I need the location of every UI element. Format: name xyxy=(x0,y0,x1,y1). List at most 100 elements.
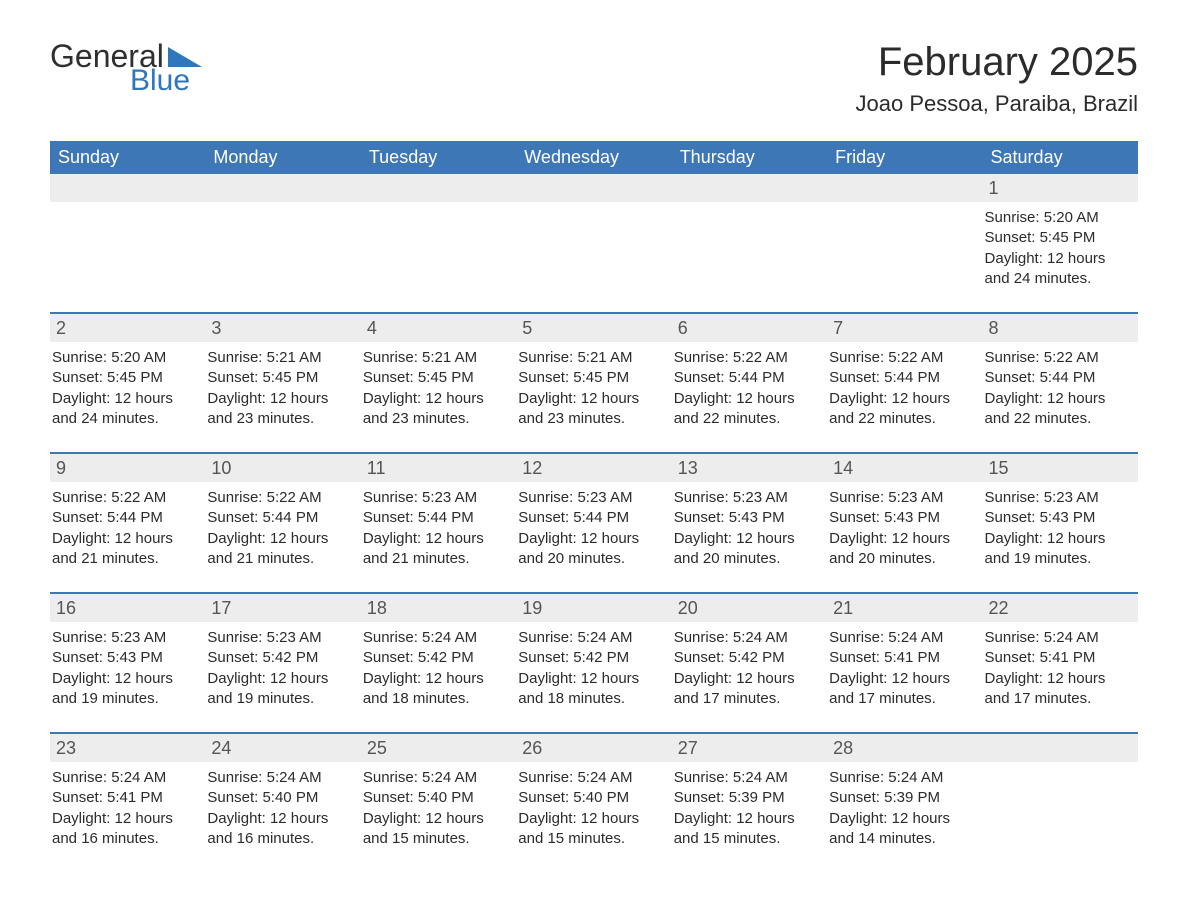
calendar-cell: 25Sunrise: 5:24 AMSunset: 5:40 PMDayligh… xyxy=(361,734,516,860)
calendar-cell: 27Sunrise: 5:24 AMSunset: 5:39 PMDayligh… xyxy=(672,734,827,860)
dayhead-sat: Saturday xyxy=(983,141,1138,174)
daylight-text: Daylight: 12 hours and 22 minutes. xyxy=(674,389,821,430)
day-details: Sunrise: 5:20 AMSunset: 5:45 PMDaylight:… xyxy=(983,202,1138,289)
calendar-cell: 17Sunrise: 5:23 AMSunset: 5:42 PMDayligh… xyxy=(205,594,360,720)
day-number xyxy=(983,734,1138,762)
sunset-text: Sunset: 5:42 PM xyxy=(674,648,821,668)
day-number: 22 xyxy=(983,594,1138,622)
sunrise-text: Sunrise: 5:20 AM xyxy=(52,348,199,368)
calendar-cell: 16Sunrise: 5:23 AMSunset: 5:43 PMDayligh… xyxy=(50,594,205,720)
daylight-text: Daylight: 12 hours and 15 minutes. xyxy=(674,809,821,850)
sunrise-text: Sunrise: 5:23 AM xyxy=(829,488,976,508)
calendar-cell: 10Sunrise: 5:22 AMSunset: 5:44 PMDayligh… xyxy=(205,454,360,580)
sunrise-text: Sunrise: 5:24 AM xyxy=(52,768,199,788)
day-number xyxy=(205,174,360,202)
daylight-text: Daylight: 12 hours and 17 minutes. xyxy=(829,669,976,710)
day-number: 28 xyxy=(827,734,982,762)
calendar-cell xyxy=(983,734,1138,860)
day-details: Sunrise: 5:24 AMSunset: 5:41 PMDaylight:… xyxy=(983,622,1138,709)
sunset-text: Sunset: 5:40 PM xyxy=(207,788,354,808)
calendar-cell xyxy=(205,174,360,300)
daylight-text: Daylight: 12 hours and 15 minutes. xyxy=(363,809,510,850)
day-number: 13 xyxy=(672,454,827,482)
daylight-text: Daylight: 12 hours and 16 minutes. xyxy=(52,809,199,850)
calendar-weeks: 1Sunrise: 5:20 AMSunset: 5:45 PMDaylight… xyxy=(50,174,1138,860)
daylight-text: Daylight: 12 hours and 23 minutes. xyxy=(207,389,354,430)
day-details: Sunrise: 5:23 AMSunset: 5:43 PMDaylight:… xyxy=(983,482,1138,569)
day-number: 23 xyxy=(50,734,205,762)
sunrise-text: Sunrise: 5:24 AM xyxy=(985,628,1132,648)
sunset-text: Sunset: 5:45 PM xyxy=(518,368,665,388)
day-number: 4 xyxy=(361,314,516,342)
sunrise-text: Sunrise: 5:23 AM xyxy=(674,488,821,508)
dayhead-sun: Sunday xyxy=(50,141,205,174)
calendar-cell: 3Sunrise: 5:21 AMSunset: 5:45 PMDaylight… xyxy=(205,314,360,440)
day-details: Sunrise: 5:23 AMSunset: 5:43 PMDaylight:… xyxy=(827,482,982,569)
calendar-cell: 9Sunrise: 5:22 AMSunset: 5:44 PMDaylight… xyxy=(50,454,205,580)
daylight-text: Daylight: 12 hours and 22 minutes. xyxy=(829,389,976,430)
sunrise-text: Sunrise: 5:20 AM xyxy=(985,208,1132,228)
logo: General Blue xyxy=(50,40,202,96)
day-number: 1 xyxy=(983,174,1138,202)
sunrise-text: Sunrise: 5:24 AM xyxy=(363,628,510,648)
sunrise-text: Sunrise: 5:24 AM xyxy=(207,768,354,788)
day-number: 11 xyxy=(361,454,516,482)
sunrise-text: Sunrise: 5:24 AM xyxy=(518,628,665,648)
sunset-text: Sunset: 5:40 PM xyxy=(518,788,665,808)
calendar-week: 9Sunrise: 5:22 AMSunset: 5:44 PMDaylight… xyxy=(50,452,1138,580)
calendar-week: 1Sunrise: 5:20 AMSunset: 5:45 PMDaylight… xyxy=(50,174,1138,300)
sunset-text: Sunset: 5:43 PM xyxy=(985,508,1132,528)
sunset-text: Sunset: 5:44 PM xyxy=(985,368,1132,388)
sunrise-text: Sunrise: 5:23 AM xyxy=(985,488,1132,508)
day-number: 5 xyxy=(516,314,671,342)
daylight-text: Daylight: 12 hours and 18 minutes. xyxy=(518,669,665,710)
calendar-cell xyxy=(50,174,205,300)
calendar-cell: 21Sunrise: 5:24 AMSunset: 5:41 PMDayligh… xyxy=(827,594,982,720)
calendar: Sunday Monday Tuesday Wednesday Thursday… xyxy=(50,141,1138,860)
day-number xyxy=(361,174,516,202)
sunrise-text: Sunrise: 5:24 AM xyxy=(829,768,976,788)
calendar-cell: 23 Sunrise: 5:24 AMSunset: 5:41 PMDayligh… xyxy=(50,734,205,860)
sunrise-text: Sunrise: 5:21 AM xyxy=(207,348,354,368)
daylight-text: Daylight: 12 hours and 16 minutes. xyxy=(207,809,354,850)
calendar-cell: 1Sunrise: 5:20 AMSunset: 5:45 PMDaylight… xyxy=(983,174,1138,300)
sunrise-text: Sunrise: 5:22 AM xyxy=(829,348,976,368)
day-number: 24 xyxy=(205,734,360,762)
sunrise-text: Sunrise: 5:23 AM xyxy=(363,488,510,508)
daylight-text: Daylight: 12 hours and 19 minutes. xyxy=(207,669,354,710)
day-number xyxy=(50,174,205,202)
day-number: 3 xyxy=(205,314,360,342)
day-number: 25 xyxy=(361,734,516,762)
calendar-cell: 13Sunrise: 5:23 AMSunset: 5:43 PMDayligh… xyxy=(672,454,827,580)
day-number xyxy=(827,174,982,202)
page-subtitle: Joao Pessoa, Paraiba, Brazil xyxy=(856,91,1139,117)
sunrise-text: Sunrise: 5:23 AM xyxy=(518,488,665,508)
calendar-cell: 2Sunrise: 5:20 AMSunset: 5:45 PMDaylight… xyxy=(50,314,205,440)
sunset-text: Sunset: 5:44 PM xyxy=(829,368,976,388)
sunset-text: Sunset: 5:44 PM xyxy=(518,508,665,528)
day-details: Sunrise: 5:21 AMSunset: 5:45 PMDaylight:… xyxy=(205,342,360,429)
daylight-text: Daylight: 12 hours and 22 minutes. xyxy=(985,389,1132,430)
day-details: Sunrise: 5:21 AMSunset: 5:45 PMDaylight:… xyxy=(516,342,671,429)
day-details: Sunrise: 5:24 AMSunset: 5:40 PMDaylight:… xyxy=(516,762,671,849)
day-number: 17 xyxy=(205,594,360,622)
page-title: February 2025 xyxy=(856,40,1139,85)
day-number: 6 xyxy=(672,314,827,342)
sunset-text: Sunset: 5:41 PM xyxy=(52,788,199,808)
sunrise-text: Sunrise: 5:21 AM xyxy=(518,348,665,368)
header-row: General Blue February 2025 Joao Pessoa, … xyxy=(50,40,1138,117)
day-details: Sunrise: 5:23 AMSunset: 5:43 PMDaylight:… xyxy=(50,622,205,709)
day-details: Sunrise: 5:24 AMSunset: 5:39 PMDaylight:… xyxy=(672,762,827,849)
daylight-text: Daylight: 12 hours and 18 minutes. xyxy=(363,669,510,710)
calendar-day-header: Sunday Monday Tuesday Wednesday Thursday… xyxy=(50,141,1138,174)
calendar-cell xyxy=(516,174,671,300)
day-details: Sunrise: 5:24 AMSunset: 5:42 PMDaylight:… xyxy=(516,622,671,709)
dayhead-tue: Tuesday xyxy=(361,141,516,174)
calendar-cell: 12Sunrise: 5:23 AMSunset: 5:44 PMDayligh… xyxy=(516,454,671,580)
day-details: Sunrise: 5:23 AMSunset: 5:44 PMDaylight:… xyxy=(361,482,516,569)
calendar-week: 23Sunrise: 5:24 AMSunset: 5:41 PMDayligh… xyxy=(50,732,1138,860)
day-number: 18 xyxy=(361,594,516,622)
sunset-text: Sunset: 5:43 PM xyxy=(52,648,199,668)
sunrise-text: Sunrise: 5:22 AM xyxy=(985,348,1132,368)
day-number xyxy=(672,174,827,202)
